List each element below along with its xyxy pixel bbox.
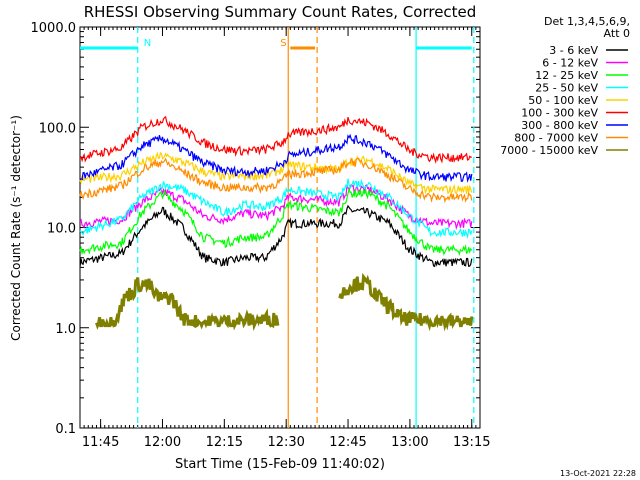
legend-label: 800 - 7000 keV: [514, 132, 598, 145]
series-line: [79, 186, 473, 257]
y-tick-label: 0.1: [55, 422, 76, 437]
x-tick-label: 13:00: [391, 435, 428, 450]
y-tick-label: 1.0: [55, 322, 76, 337]
x-tick-label: 12:45: [329, 435, 366, 450]
x-tick-label: 11:45: [82, 435, 119, 450]
plot-layer: 0.1 1.0 10.0 100.0 1000.0 11:45 12:00 12:15 12:3…: [31, 21, 491, 450]
footer-timestamp: 13-Oct-2021 22:28: [560, 469, 636, 478]
y-tick-label: 100.0: [39, 121, 76, 136]
legend-label: 12 - 25 keV: [535, 69, 598, 82]
series-line: [95, 277, 280, 332]
series-line: [79, 115, 472, 164]
legend-label: 25 - 50 keV: [535, 82, 598, 95]
x-tick-label: 12:30: [267, 435, 304, 450]
x-tick-label: 12:15: [206, 435, 243, 450]
legend-header-line-2: Att 0: [604, 27, 630, 40]
flag-label: N: [144, 38, 151, 49]
series-line: [79, 157, 473, 204]
legend-label: 3 - 6 keV: [549, 44, 598, 57]
y-axis-label: Corrected Count Rate (s⁻¹ detector⁻¹): [9, 115, 23, 341]
x-tick-label: 13:15: [453, 435, 490, 450]
y-tick-label: 1000.0: [31, 21, 77, 36]
legend-label: 7000 - 15000 keV: [500, 144, 598, 157]
x-tick-label: 12:00: [144, 435, 181, 450]
legend-header-line-1: Det 1,3,4,5,6,9,: [544, 15, 630, 28]
legend-label: 6 - 12 keV: [542, 57, 598, 70]
series-line: [79, 204, 473, 268]
flag-label: S: [280, 38, 286, 49]
series-line: [79, 183, 473, 231]
series-line: [79, 178, 473, 239]
legend-label: 50 - 100 keV: [528, 94, 598, 107]
y-tick-label: 10.0: [47, 222, 76, 237]
chart-title: RHESSI Observing Summary Count Rates, Co…: [84, 3, 477, 21]
series-line: [79, 151, 473, 196]
legend-label: 300 - 800 keV: [521, 119, 598, 132]
series-line: [338, 272, 474, 332]
x-axis-label: Start Time (15-Feb-09 11:40:02): [175, 457, 385, 472]
series-line: [79, 133, 473, 183]
legend-label: 100 - 300 keV: [521, 107, 598, 120]
